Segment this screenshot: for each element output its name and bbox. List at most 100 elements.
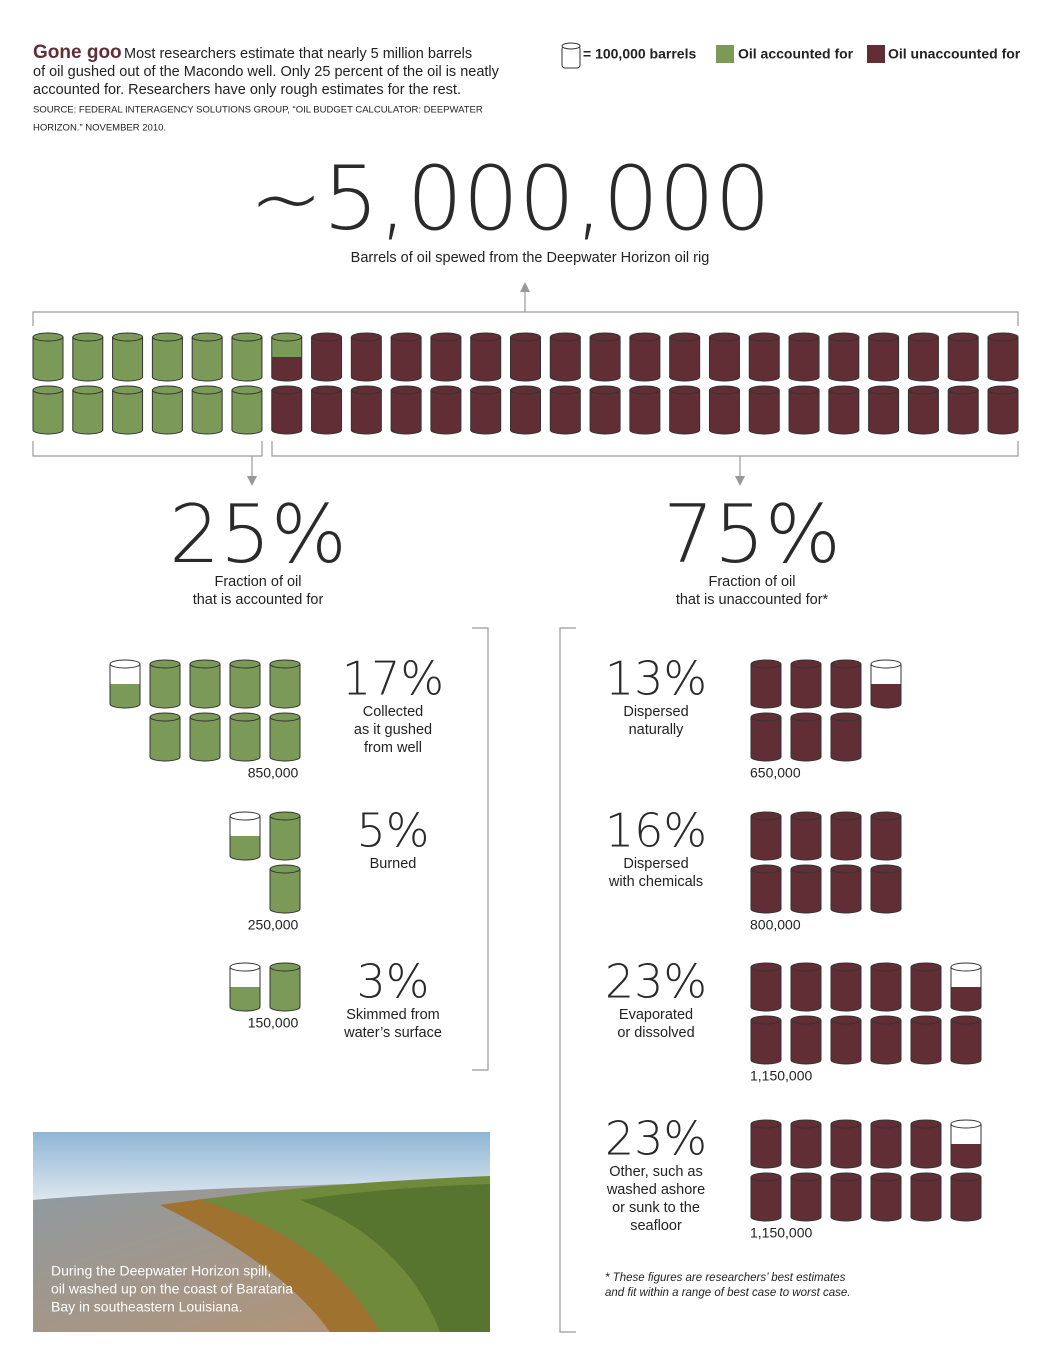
amount: 150,000 — [248, 1015, 299, 1031]
barrel — [231, 332, 263, 382]
barrel — [229, 659, 261, 709]
barrel-top — [189, 659, 221, 669]
barrel-body — [951, 1020, 981, 1060]
barrel-body — [831, 816, 861, 856]
barrel-top — [269, 659, 301, 669]
barrel-body — [951, 1177, 981, 1217]
barrel-body — [33, 337, 63, 377]
barrel — [830, 811, 862, 861]
percent: 23% — [605, 955, 707, 1009]
barrel-body — [629, 390, 660, 430]
barrel — [830, 659, 862, 709]
barrel — [510, 332, 541, 382]
barrel-top — [549, 385, 581, 395]
legend-unit: = 100,000 barrels — [583, 46, 696, 62]
barrel-body — [150, 664, 180, 704]
barrel — [750, 962, 782, 1012]
barrel — [870, 659, 902, 709]
barrel-body — [831, 1020, 861, 1060]
barrel-top — [950, 1119, 982, 1129]
caption: Burned — [370, 856, 417, 872]
barrel — [112, 385, 144, 435]
barrel-top — [32, 385, 64, 395]
barrel — [269, 811, 301, 861]
barrel — [589, 332, 621, 382]
barrel-top — [151, 332, 183, 342]
percent: 3% — [357, 955, 430, 1009]
barrel-body — [510, 337, 541, 377]
barrel-body — [871, 664, 901, 684]
barrel — [987, 385, 1019, 435]
barrel-top — [868, 385, 900, 395]
barrel — [830, 864, 862, 914]
barrel-body — [271, 357, 302, 377]
percent: 5% — [357, 804, 430, 858]
barrel — [870, 1172, 902, 1222]
barrel — [750, 811, 782, 861]
barrel-top — [947, 332, 979, 342]
barrel-top — [149, 659, 181, 669]
barrel-top — [790, 659, 822, 669]
barrel-body — [831, 664, 861, 704]
barrel-body — [470, 390, 501, 430]
barrel-body — [709, 390, 740, 430]
barrel-top — [830, 1119, 862, 1129]
barrel-top — [109, 659, 141, 669]
barrel-body — [190, 717, 220, 757]
barrel — [430, 385, 462, 435]
barrel-body — [271, 337, 302, 357]
barrel — [750, 1119, 782, 1169]
intro: accounted for. Researchers have only rou… — [33, 82, 461, 98]
barrel-top — [790, 712, 822, 722]
barrel-top — [708, 332, 740, 342]
percent: 17% — [342, 652, 444, 706]
barrel-top — [750, 811, 782, 821]
caption: Other, such as — [609, 1164, 703, 1180]
barrel-top — [189, 712, 221, 722]
amount: 1,150,000 — [750, 1068, 812, 1084]
barrel-body — [72, 390, 103, 430]
barrel — [750, 1172, 782, 1222]
barrel — [229, 811, 261, 861]
barrel-top — [907, 385, 939, 395]
barrel — [830, 712, 862, 762]
barrel-body — [908, 337, 939, 377]
barrel-top — [788, 385, 820, 395]
barrel-body — [230, 664, 260, 704]
caption: Dispersed — [623, 856, 688, 872]
barrel — [549, 332, 581, 382]
caption: as it gushed — [354, 722, 432, 738]
barrel-body — [270, 869, 300, 909]
barrel-top — [629, 332, 661, 342]
barrel — [748, 385, 780, 435]
barrel — [870, 811, 902, 861]
barrel-body — [270, 664, 300, 704]
barrel-top — [430, 332, 462, 342]
barrel-body — [831, 717, 861, 757]
photo — [33, 1132, 490, 1332]
legend-label: Oil accounted for — [738, 46, 854, 62]
barrel-top — [870, 1172, 902, 1182]
barrel-top — [191, 332, 223, 342]
barrel-body — [791, 664, 821, 704]
barrel-body — [230, 836, 260, 856]
barrel-body — [751, 1020, 781, 1060]
barrel-top — [750, 712, 782, 722]
barrel-body — [550, 337, 581, 377]
barrel-top — [311, 385, 343, 395]
barrel-top — [870, 811, 902, 821]
barrel — [311, 332, 343, 382]
barrel-top — [910, 1119, 942, 1129]
barrel — [830, 962, 862, 1012]
barrel-top — [269, 962, 301, 972]
barrel-body — [911, 967, 941, 1007]
barrel — [868, 385, 900, 435]
barrel — [790, 1015, 822, 1065]
legend-swatch — [716, 45, 734, 63]
barrel-body — [311, 390, 342, 430]
barrel-top — [72, 332, 104, 342]
barrel-body — [112, 390, 143, 430]
barrel-body — [791, 1177, 821, 1217]
caption: Fraction of oil — [708, 574, 795, 590]
